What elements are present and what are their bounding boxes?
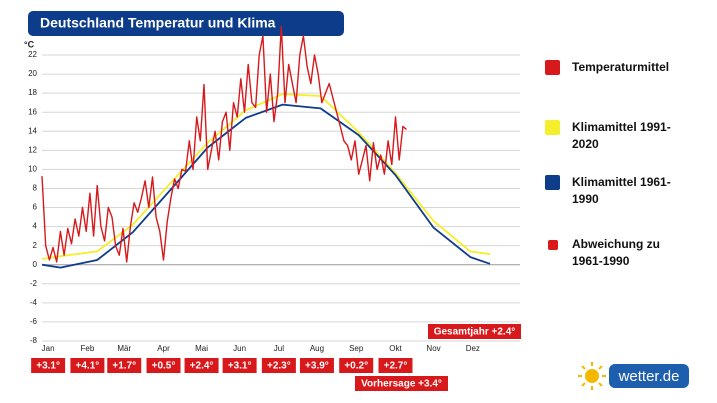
y-tick-label: 10 — [28, 165, 37, 174]
x-tick-label: Dez — [466, 344, 480, 353]
legend-label: Klimamittel 1991-2020 — [572, 120, 671, 151]
series-line — [41, 93, 491, 260]
logo-box — [609, 364, 689, 388]
annotation-box — [428, 324, 521, 339]
x-tick-label: Apr — [157, 344, 170, 353]
legend-label: Temperaturmittel — [572, 60, 670, 74]
deviation-box — [184, 358, 219, 373]
y-tick-label: 2 — [33, 241, 38, 250]
chart-title: Deutschland Temperatur und Klima — [40, 15, 276, 31]
deviation-box — [31, 358, 66, 373]
x-tick-label: Okt — [389, 344, 402, 353]
y-tick-label: 6 — [33, 203, 38, 212]
legend-swatch — [545, 175, 560, 190]
series-line — [41, 25, 407, 263]
y-tick-label: -8 — [30, 336, 38, 345]
deviation-box — [70, 358, 105, 373]
x-tick-label: Mai — [195, 344, 208, 353]
labels: -8 -6 -4 -2 0 2 4 6 8 10 12 14 16 18 20 22 Jan Feb Mär Apr M… — [28, 50, 480, 373]
legend-swatch — [548, 240, 558, 250]
annotation: Gesamtjahr +2.4° — [434, 327, 516, 338]
x-tick-label: Sep — [349, 344, 364, 353]
series-line — [41, 103, 491, 269]
y-tick-label: -6 — [30, 317, 38, 326]
deviation-box — [146, 358, 181, 373]
x-tick-label: Feb — [81, 344, 95, 353]
y-tick-label: -4 — [30, 298, 38, 307]
deviation-label: +2.4° — [190, 361, 214, 372]
y-tick-label: 16 — [28, 107, 37, 116]
deviation-label: +0.5° — [152, 361, 176, 372]
deviation-box — [299, 358, 334, 373]
y-tick-label: 20 — [28, 69, 37, 78]
x-tick-label: Jun — [233, 344, 246, 353]
deviation-label: +2.7° — [384, 361, 408, 372]
annotation: Vorhersage +3.4° — [361, 379, 442, 390]
deviation-label: +3.1° — [228, 361, 252, 372]
deviation-label: +2.3° — [267, 361, 291, 372]
deviation-label: +3.1° — [36, 361, 60, 372]
x-tick-label: Jan — [42, 344, 55, 353]
deviation-box — [378, 358, 413, 373]
y-tick-label: -2 — [30, 279, 38, 288]
x-tick-label: Mär — [117, 344, 131, 353]
y-tick-label: 18 — [28, 88, 37, 97]
y-tick-label: 22 — [28, 50, 37, 59]
logo: wetter.de — [618, 368, 680, 385]
deviation-box — [339, 358, 374, 373]
lines — [41, 25, 491, 269]
y-axis-label: °C — [24, 39, 35, 49]
deviation-box — [261, 358, 296, 373]
y-tick-label: 8 — [33, 184, 38, 193]
legend-swatch — [545, 60, 560, 75]
y-tick-label: 12 — [28, 145, 37, 154]
annotation-box — [355, 376, 448, 391]
deviation-label: +1.7° — [112, 361, 136, 372]
logo-sun — [578, 362, 606, 390]
x-tick-label: Aug — [310, 344, 324, 353]
grid — [42, 54, 520, 342]
deviation-box — [107, 358, 142, 373]
deviation-label: +3.9° — [305, 361, 329, 372]
x-tick-label: Nov — [426, 344, 440, 353]
y-tick-label: 4 — [33, 222, 38, 231]
x-tick-label: Jul — [274, 344, 284, 353]
legend-label: Klimamittel 1961-1990 — [572, 175, 671, 206]
legend-label: Abweichung zu 1961-1990 — [572, 237, 660, 268]
deviation-box — [222, 358, 257, 373]
title-box — [28, 11, 344, 36]
deviation-label: +0.2° — [344, 361, 368, 372]
deviation-label: +4.1° — [76, 361, 100, 372]
y-tick-label: 0 — [33, 260, 38, 269]
y-tick-label: 14 — [28, 126, 37, 135]
legend-swatch — [545, 120, 560, 135]
